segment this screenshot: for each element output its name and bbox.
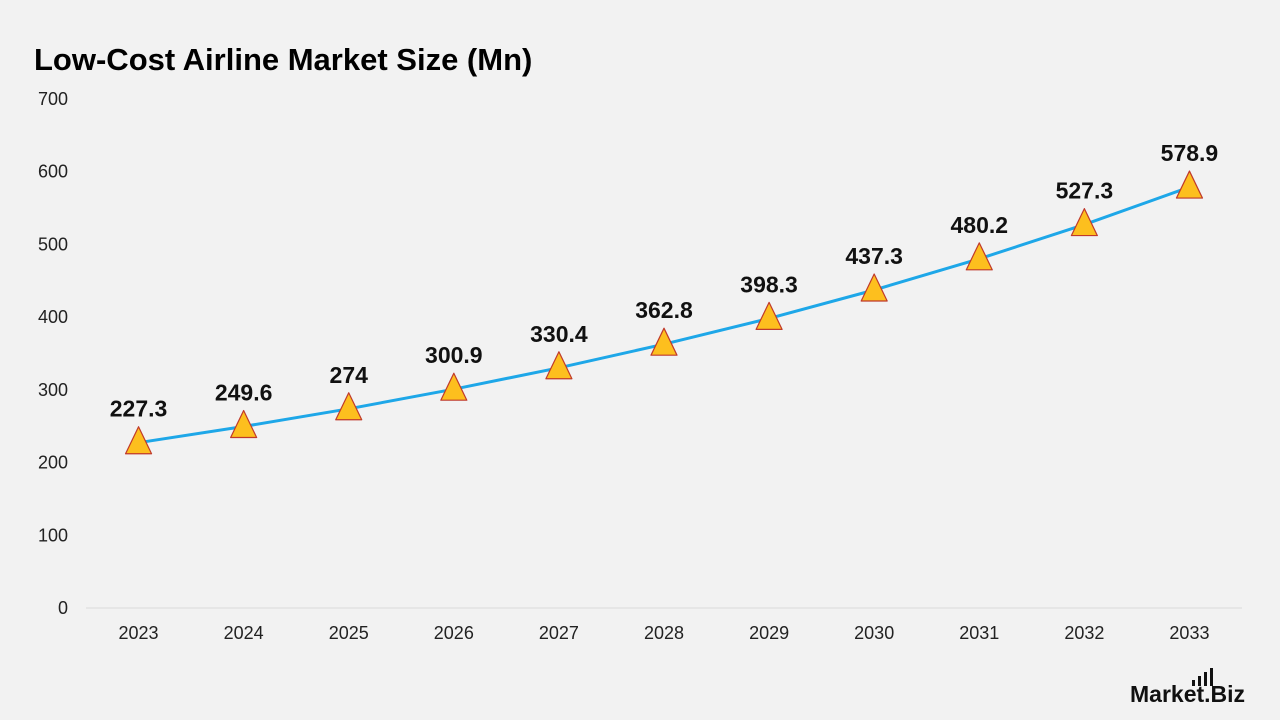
x-tick-label: 2032: [1064, 623, 1104, 643]
data-label: 398.3: [740, 271, 798, 297]
y-tick-label: 0: [58, 598, 68, 618]
data-label: 437.3: [845, 243, 903, 269]
data-label: 330.4: [530, 321, 588, 347]
x-tick-label: 2031: [959, 623, 999, 643]
data-label: 480.2: [950, 212, 1008, 238]
data-label: 227.3: [110, 396, 168, 422]
x-tick-label: 2028: [644, 623, 684, 643]
y-tick-label: 200: [38, 453, 68, 473]
y-axis: 0 100 200 300 400 500 600 700: [38, 89, 68, 618]
data-label: 578.9: [1161, 140, 1219, 166]
data-point-marker: [335, 392, 363, 421]
data-label: 274: [330, 362, 369, 388]
y-tick-label: 500: [38, 234, 68, 254]
data-point-marker: [440, 372, 468, 401]
y-tick-label: 400: [38, 307, 68, 327]
data-label: 300.9: [425, 342, 483, 368]
marker-layer: [124, 170, 1204, 455]
data-label: 362.8: [635, 297, 693, 323]
data-label: 527.3: [1056, 178, 1114, 204]
y-tick-label: 700: [38, 89, 68, 109]
y-tick-label: 300: [38, 380, 68, 400]
data-point-marker: [545, 351, 573, 380]
brand-logo: Market.Biz: [1130, 668, 1245, 707]
data-point-marker: [965, 242, 993, 271]
svg-text:Market.Biz: Market.Biz: [1130, 681, 1245, 707]
x-tick-label: 2033: [1169, 623, 1209, 643]
y-tick-label: 600: [38, 162, 68, 182]
data-point-marker: [755, 301, 783, 330]
data-point-marker: [124, 426, 153, 455]
data-point-marker: [1175, 170, 1204, 199]
data-label-layer: 227.3 249.6 274 300.9 330.4 362.8 398.3 437.3 48…: [110, 140, 1218, 422]
data-label: 249.6: [215, 380, 273, 406]
x-axis: 2023 2024 2025 2026 2027 2028 2029 2030 2031 2032…: [119, 623, 1210, 643]
x-tick-label: 2029: [749, 623, 789, 643]
y-tick-label: 100: [38, 525, 68, 545]
x-tick-label: 2025: [329, 623, 369, 643]
data-point-marker: [230, 409, 258, 439]
x-tick-label: 2027: [539, 623, 579, 643]
chart-title: Low-Cost Airline Market Size (Mn): [34, 42, 532, 77]
x-tick-label: 2026: [434, 623, 474, 643]
data-point-marker: [860, 273, 888, 302]
x-tick-label: 2030: [854, 623, 894, 643]
x-tick-label: 2024: [224, 623, 264, 643]
data-point-marker: [1070, 207, 1098, 237]
x-tick-label: 2023: [119, 623, 159, 643]
data-point-marker: [650, 327, 678, 356]
bar-chart-logo-icon: [1192, 668, 1213, 686]
